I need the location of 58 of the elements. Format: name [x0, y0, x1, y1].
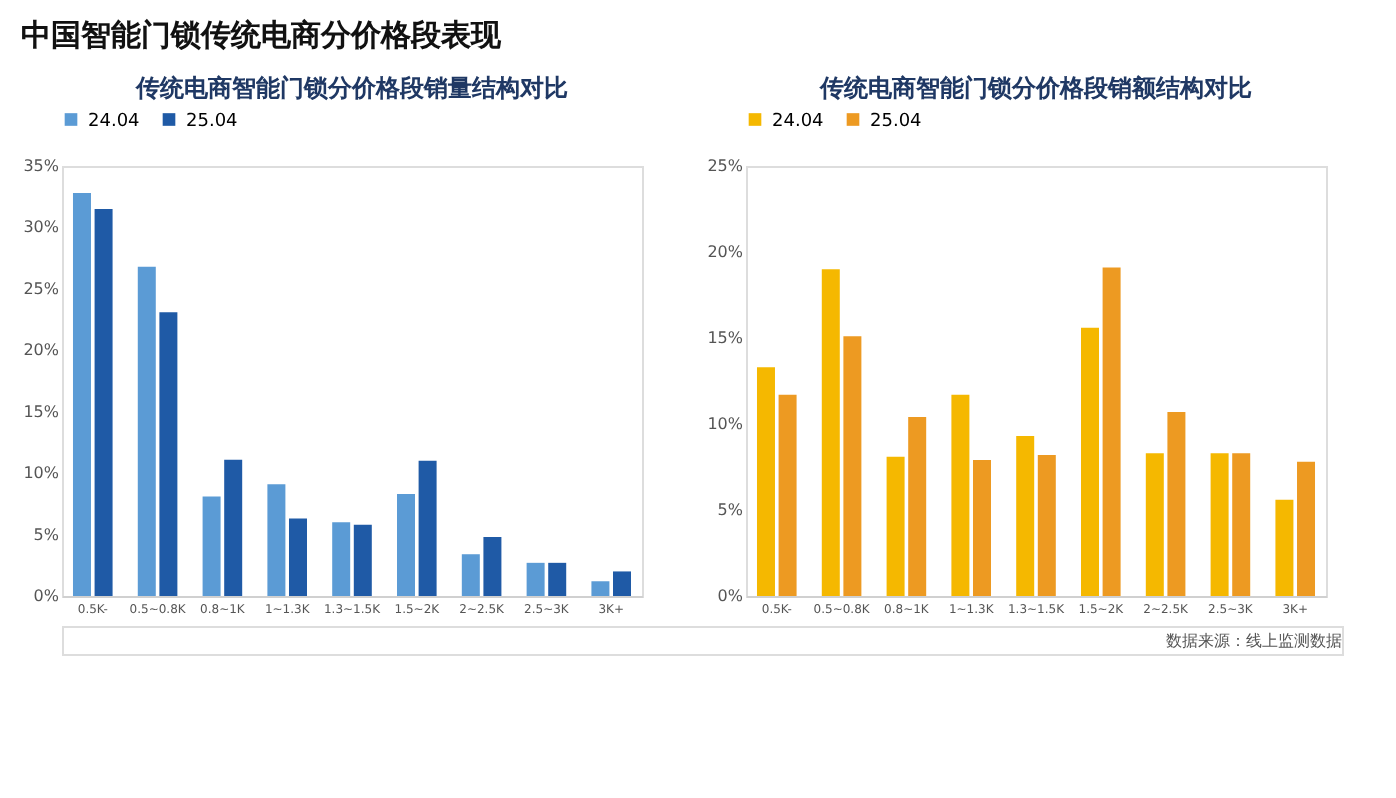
bar: [821, 269, 840, 596]
bar: [843, 336, 862, 596]
bar: [483, 537, 502, 596]
bar: [951, 394, 970, 596]
bar: [526, 562, 545, 596]
legend-label: 25.04: [870, 111, 923, 132]
y-tick-label: 10%: [23, 464, 60, 483]
bar: [1232, 453, 1251, 596]
bar: [1210, 453, 1229, 596]
y-tick-label: 0%: [717, 587, 744, 605]
bar: [397, 494, 415, 596]
bar: [159, 312, 178, 596]
bar: [202, 496, 221, 596]
bar: [332, 522, 351, 596]
bar: [1102, 267, 1121, 596]
text: 中国智能门锁传统电商分价格段表现: [21, 17, 504, 53]
bar: [1145, 453, 1164, 596]
y-tick-label: 25%: [707, 157, 744, 175]
bar: [289, 518, 307, 596]
bar: [756, 367, 775, 596]
source-note: 数据来源：线上监测数据: [1166, 632, 1342, 650]
bar: [461, 554, 480, 596]
y-tick-label: 25%: [23, 279, 60, 298]
bar: [1275, 499, 1294, 596]
y-tick-label: 20%: [23, 341, 60, 360]
chart-title: 传统电商智能门锁分价格段销额结构对比: [818, 74, 1252, 102]
bar: [548, 562, 567, 596]
bar: [137, 266, 156, 596]
y-tick-label: 10%: [707, 415, 744, 433]
bar: [418, 460, 437, 596]
bar: [908, 417, 927, 596]
y-tick-label: 0%: [33, 587, 60, 605]
bar: [1167, 411, 1186, 596]
legend-label: 24.04: [772, 111, 825, 132]
chart-title: 传统电商智能门锁分价格段销量结构对比: [134, 74, 568, 102]
bar: [1297, 461, 1316, 596]
y-tick-label: 15%: [707, 329, 744, 347]
bar: [353, 524, 372, 596]
bar: [1081, 327, 1099, 596]
bar: [72, 193, 91, 596]
y-tick-label: 5%: [717, 501, 744, 519]
bar: [613, 571, 632, 596]
bar: [886, 456, 905, 596]
bar: [973, 460, 991, 596]
y-tick-label: 5%: [33, 525, 60, 544]
bar: [267, 484, 286, 596]
bar: [94, 209, 113, 596]
bar: [591, 581, 610, 596]
bar: [1016, 436, 1035, 596]
bar: [778, 394, 797, 596]
bar: [224, 459, 243, 596]
bar: [1037, 454, 1056, 596]
y-tick-label: 30%: [23, 218, 60, 237]
y-tick-label: 35%: [23, 157, 60, 175]
legend-label: 24.04: [88, 111, 141, 132]
legend-label: 25.04: [186, 111, 239, 132]
y-tick-label: 20%: [707, 243, 744, 261]
y-tick-label: 15%: [23, 402, 60, 421]
